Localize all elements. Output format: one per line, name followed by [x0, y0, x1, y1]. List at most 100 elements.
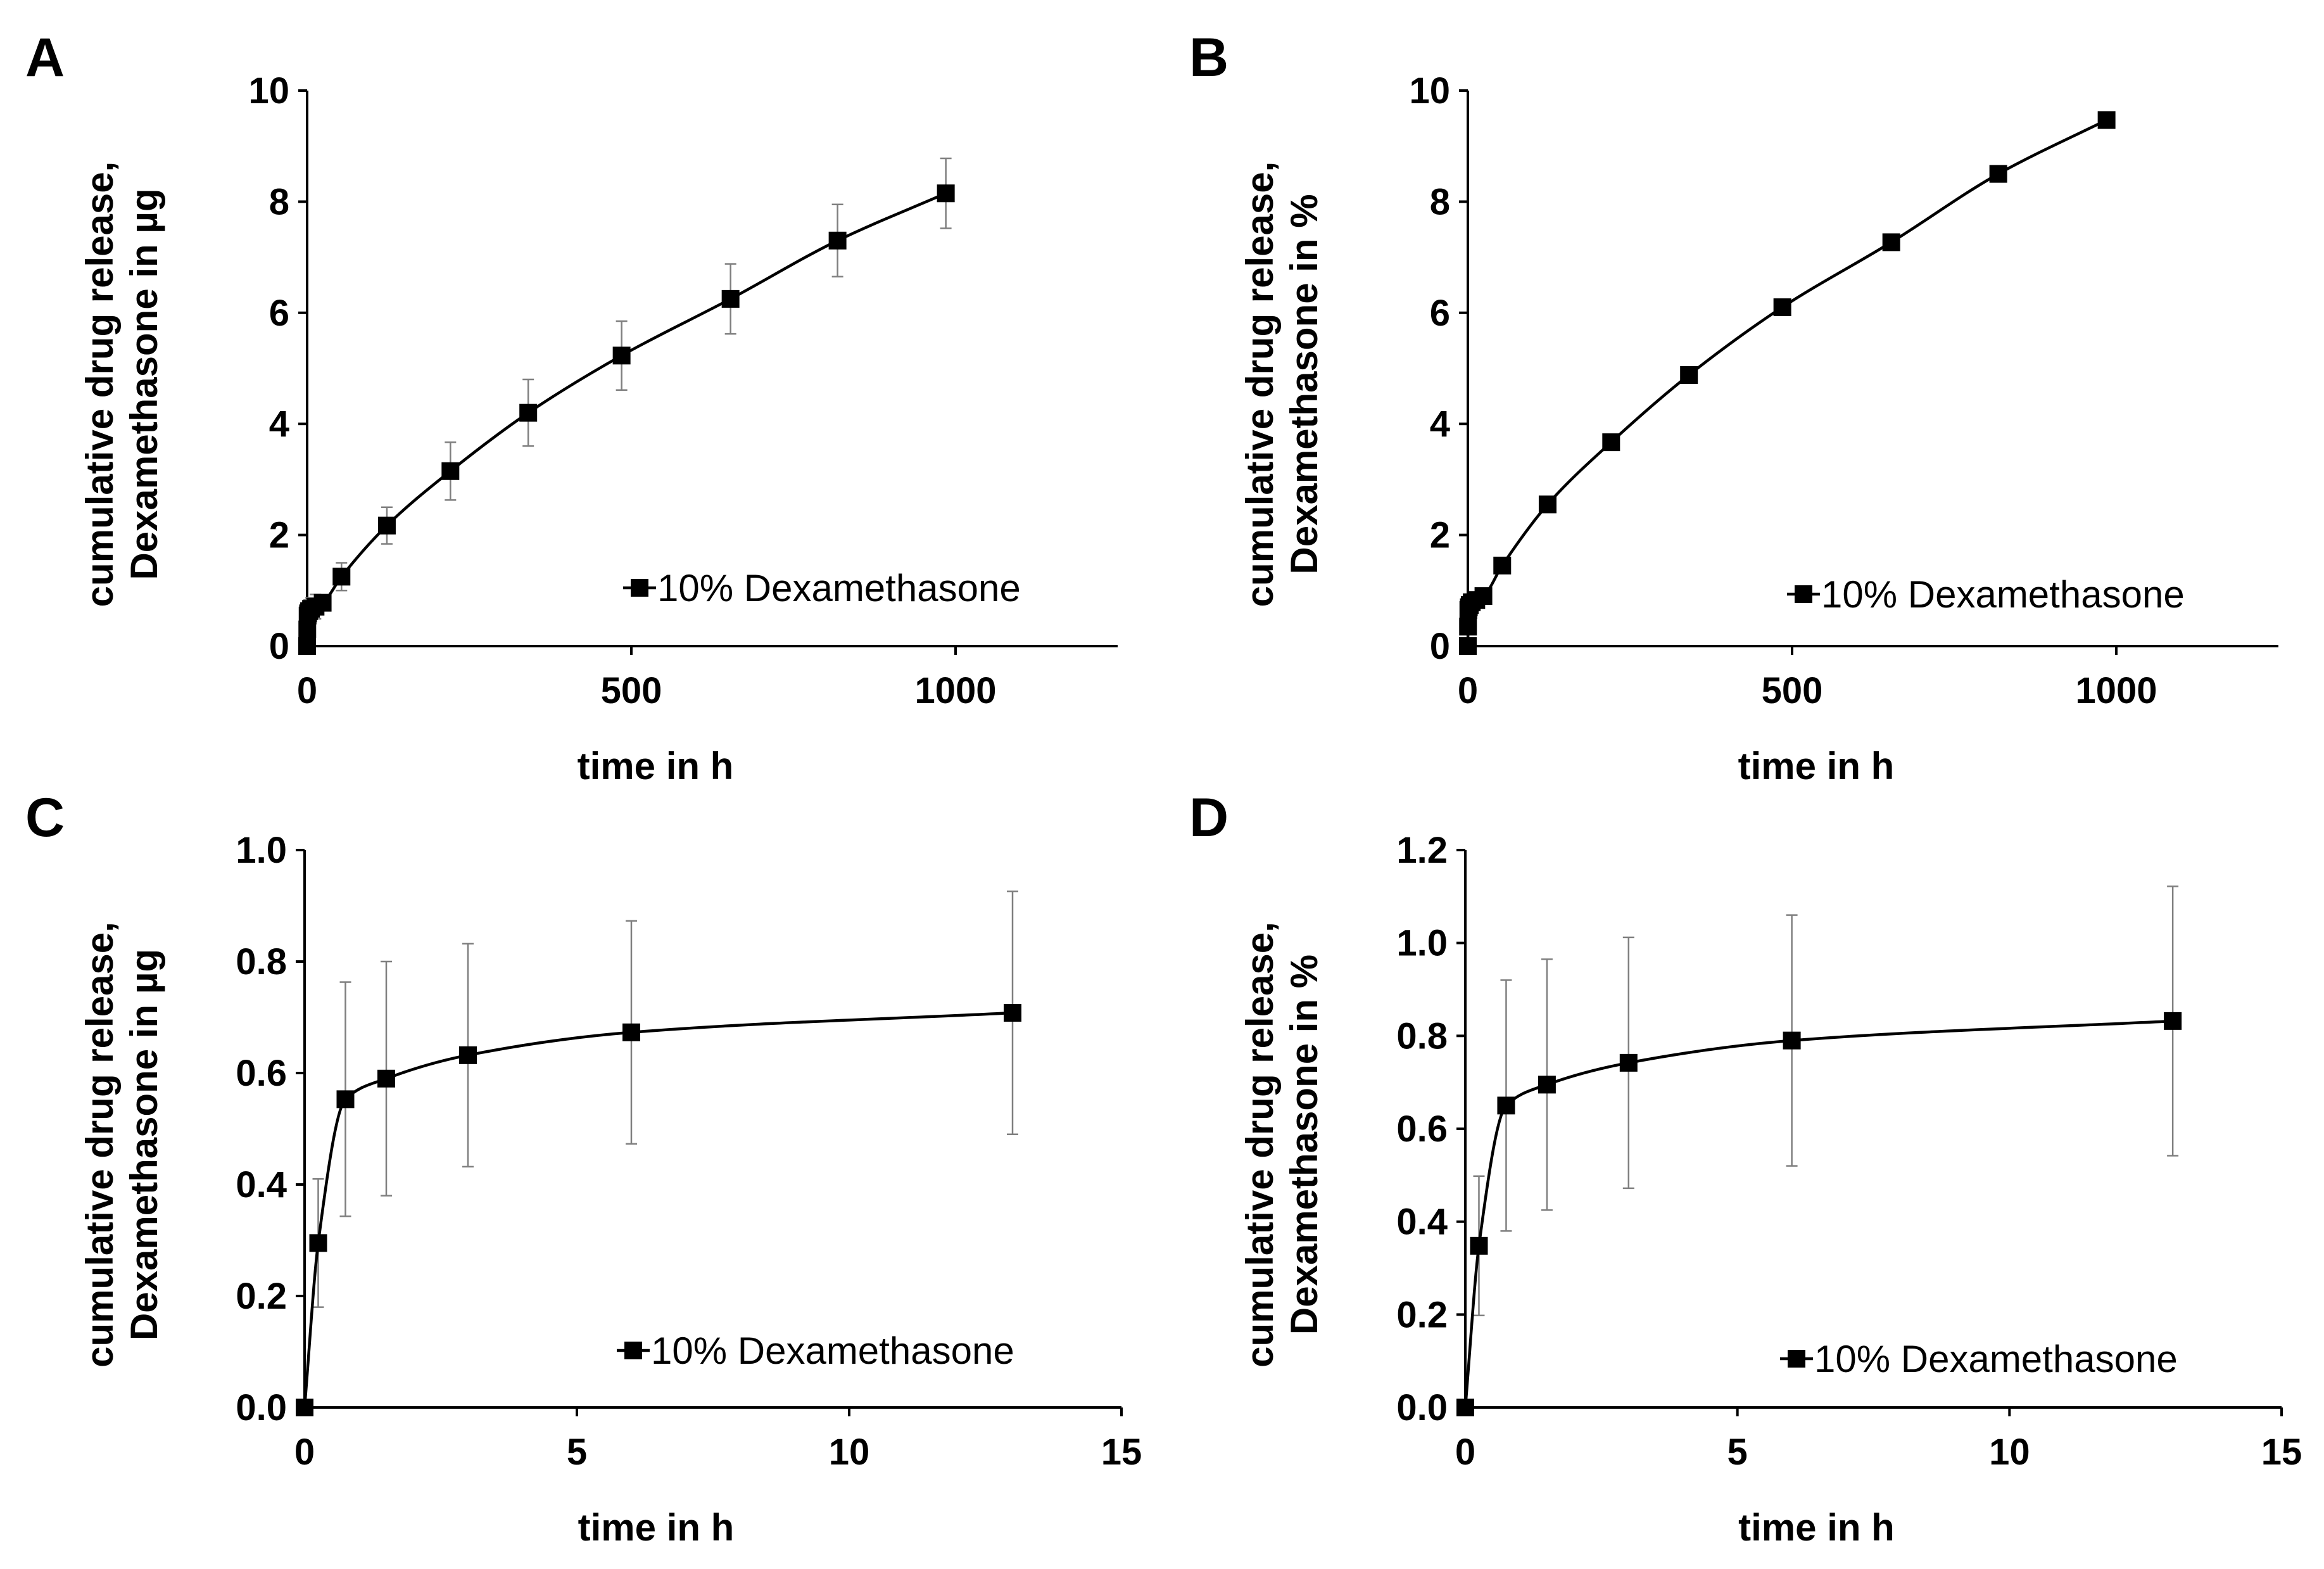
data-point-marker [1882, 233, 1900, 251]
data-point-marker [1538, 495, 1557, 514]
legend: 10% Dexamethasone [617, 1330, 1014, 1372]
y-tick-label: 0.0 [1396, 1387, 1448, 1428]
data-point-marker [612, 346, 631, 365]
data-point-marker [1619, 1053, 1638, 1072]
y-tick-label: 0.4 [236, 1164, 287, 1205]
data-point-marker [1773, 298, 1791, 317]
panel-b: B 0 2 4 6 8 10 0 500 1000 time in h cumulative drug… [1189, 27, 2278, 787]
x-tick-label: 5 [1727, 1432, 1748, 1473]
y-axis-title-line-2: Dexamethasone in µg [123, 949, 165, 1340]
y-axis-title-line-1: cumulative drug release, [1239, 162, 1281, 607]
y-tick-label: 8 [1430, 181, 1450, 222]
y-tick-label: 10 [1409, 70, 1450, 111]
data-point-marker [721, 289, 740, 308]
data-point-marker [309, 1234, 327, 1252]
x-tick-label: 1000 [914, 670, 996, 711]
data-point-marker [1602, 433, 1620, 452]
data-point-marker [459, 1046, 477, 1064]
panel-c: C 0.0 0.2 0.4 0.6 0.8 1.0 0 5 10 15 time in h cumula… [25, 787, 1142, 1549]
panel-a: A 0 2 4 6 8 10 0 500 1000 time in h cumulative drug… [25, 27, 1118, 787]
y-tick-label: 0.6 [236, 1053, 287, 1094]
data-point-marker [1474, 587, 1493, 606]
x-tick-label: 15 [2261, 1432, 2302, 1473]
y-tick-label: 4 [269, 403, 289, 445]
data-point-marker [519, 403, 538, 422]
data-point-marker [1493, 556, 1512, 575]
y-tick-label: 6 [269, 293, 289, 334]
y-axis-title-line-2: Dexamethasone in µg [123, 188, 165, 580]
data-point-marker [313, 594, 332, 612]
x-axis-title: time in h [1738, 745, 1895, 787]
y-tick-label: 0 [269, 626, 289, 667]
legend: 10% Dexamethasone [623, 567, 1021, 609]
data-point-marker [1680, 366, 1698, 384]
data-point-marker [296, 1399, 313, 1416]
y-tick-label: 0.2 [1396, 1294, 1448, 1335]
y-tick-label: 1.2 [1396, 830, 1448, 871]
x-tick-label: 10 [829, 1432, 870, 1473]
x-tick-label: 0 [1455, 1432, 1475, 1473]
y-axis-title-line-2: Dexamethasone in % [1283, 194, 1325, 574]
legend-label: 10% Dexamethasone [657, 567, 1021, 609]
panel-letter: C [25, 787, 65, 848]
y-tick-label: 4 [1430, 403, 1450, 445]
x-tick-label: 1000 [2075, 670, 2157, 711]
series-line [1466, 118, 2107, 647]
y-tick-label: 8 [269, 181, 289, 222]
data-point-marker [1004, 1003, 1021, 1022]
x-axis-title: time in h [578, 1506, 735, 1549]
data-point-marker [1470, 1236, 1488, 1255]
data-point-marker [1783, 1031, 1801, 1050]
legend-marker [624, 1342, 642, 1359]
x-tick-label: 500 [1762, 670, 1823, 711]
x-tick-label: 0 [297, 670, 317, 711]
legend-marker [631, 579, 648, 597]
y-tick-label: 1.0 [1396, 923, 1448, 964]
y-tick-label: 0.0 [236, 1387, 287, 1428]
data-point-marker [1497, 1096, 1515, 1115]
x-tick-label: 0 [1458, 670, 1478, 711]
panel-letter: B [1189, 27, 1228, 88]
data-point-marker [828, 231, 847, 250]
x-tick-label: 15 [1101, 1432, 1142, 1473]
y-tick-label: 1.0 [236, 830, 287, 871]
x-tick-label: 0 [294, 1432, 315, 1473]
data-point-marker [441, 462, 460, 480]
x-tick-label: 500 [601, 670, 662, 711]
data-point-marker [332, 568, 351, 586]
y-tick-label: 0 [1430, 626, 1450, 667]
data-point-marker [937, 184, 955, 203]
y-tick-label: 0.6 [1396, 1108, 1448, 1150]
y-tick-label: 0.4 [1396, 1202, 1448, 1243]
data-point-marker [1456, 1399, 1474, 1416]
y-tick-label: 2 [269, 515, 289, 556]
x-tick-label: 10 [1989, 1432, 2030, 1473]
data-point-marker [1538, 1076, 1556, 1094]
x-axis-title: time in h [1738, 1506, 1895, 1549]
data-point-marker [622, 1023, 640, 1041]
data-point-marker [336, 1090, 355, 1108]
y-tick-label: 6 [1430, 293, 1450, 334]
y-axis-title-line-1: cumulative drug release, [79, 922, 121, 1368]
panel-d: D 0.0 0.2 0.4 0.6 0.8 1.0 1.2 0 5 10 15 time in h cum… [1189, 787, 2302, 1549]
y-axis-title-line-1: cumulative drug release, [1239, 922, 1281, 1368]
y-tick-label: 0.8 [236, 941, 287, 982]
y-tick-label: 0.8 [1396, 1015, 1448, 1057]
data-point-marker [377, 516, 396, 535]
data-point-marker [1459, 618, 1477, 636]
panel-letter: D [1189, 787, 1228, 848]
legend-label: 10% Dexamethasone [1814, 1338, 2178, 1380]
legend-marker [1795, 585, 1812, 603]
y-tick-label: 2 [1430, 515, 1450, 556]
y-tick-label: 0.2 [236, 1276, 287, 1317]
x-axis-title: time in h [578, 745, 734, 787]
data-point-marker [1989, 165, 2007, 183]
legend: 10% Dexamethasone [1780, 1338, 2178, 1380]
legend-marker [1788, 1350, 1805, 1368]
legend-label: 10% Dexamethasone [1821, 573, 2185, 616]
data-point-marker [2097, 111, 2116, 129]
data-point-marker [2164, 1012, 2182, 1030]
data-point-marker [1459, 637, 1477, 655]
y-tick-label: 10 [248, 70, 289, 111]
